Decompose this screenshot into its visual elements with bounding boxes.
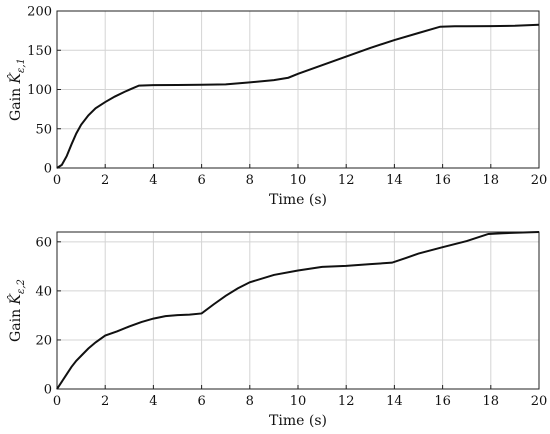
y-tick-label: 150: [27, 44, 52, 59]
y-axis-label-symbol: K̂: [6, 71, 24, 84]
x-tick-label: 4: [149, 394, 157, 409]
x-tick-label: 10: [290, 394, 307, 409]
y-axis-label-symbol: K̂: [6, 292, 24, 305]
x-tick-label: 16: [434, 394, 451, 409]
x-tick-label: 10: [290, 173, 307, 188]
y-axis-label: Gain K̂ε,2: [6, 279, 27, 342]
x-tick-label: 20: [531, 394, 548, 409]
x-tick-label: 14: [386, 394, 403, 409]
x-axis-label: Time (s): [269, 413, 327, 429]
x-tick-label: 6: [197, 173, 205, 188]
x-tick-label: 8: [246, 394, 254, 409]
y-axis-label-prefix: Gain: [8, 83, 24, 120]
x-axis-label: Time (s): [269, 192, 327, 208]
y-tick-label: 0: [44, 383, 52, 398]
x-tick-label: 2: [101, 394, 109, 409]
x-tick-label: 20: [531, 173, 548, 188]
y-axis-label: Gain K̂ε,1: [6, 58, 27, 121]
y-tick-label: 50: [35, 122, 52, 137]
x-tick-label: 8: [246, 173, 254, 188]
x-tick-label: 18: [483, 394, 500, 409]
x-tick-label: 16: [434, 173, 451, 188]
x-tick-label: 12: [338, 173, 355, 188]
x-tick-label: 2: [101, 173, 109, 188]
y-tick-label: 100: [27, 83, 52, 98]
axis-ticks: 0 2 4 6 8 10 12 14 16 18 20 0 20 40 60: [35, 235, 547, 409]
y-tick-label: 20: [35, 333, 52, 348]
x-tick-label: 0: [53, 173, 61, 188]
series-line: [56, 23, 540, 169]
chart-gain-k-eps-2: 0 2 4 6 8 10 12 14 16 18 20 0 20 40 60 Time (s) Gain K…: [6, 231, 547, 429]
y-tick-label: 200: [27, 5, 52, 20]
x-tick-label: 18: [483, 173, 500, 188]
y-axis-label-subscript: ε,2: [16, 279, 27, 294]
x-tick-label: 12: [338, 394, 355, 409]
x-tick-label: 0: [53, 394, 61, 409]
x-tick-label: 6: [197, 394, 205, 409]
y-axis-label-subscript: ε,1: [16, 58, 27, 73]
x-tick-label: 14: [386, 173, 403, 188]
y-tick-label: 0: [44, 162, 52, 177]
series-line: [56, 231, 540, 390]
y-tick-label: 40: [35, 284, 52, 299]
y-tick-label: 60: [35, 235, 52, 250]
x-tick-label: 4: [149, 173, 157, 188]
y-axis-label-prefix: Gain: [8, 304, 24, 341]
